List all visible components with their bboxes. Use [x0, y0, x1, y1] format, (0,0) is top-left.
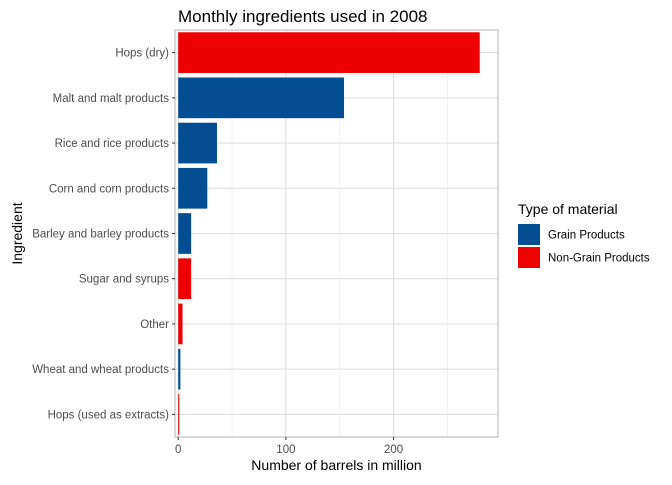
bar [178, 122, 217, 164]
legend-swatch-grain [518, 224, 540, 245]
y-tick-labels: Hops (dry) Malt and malt products Rice and… [32, 48, 175, 421]
x-tick-label: 100 [276, 444, 295, 456]
bar [178, 213, 192, 254]
bar [178, 32, 480, 73]
y-tick-label: Wheat and wheat products [32, 364, 169, 376]
bar [178, 77, 345, 119]
chart-title: Monthly ingredients used in 2008 [178, 7, 428, 26]
bar [178, 258, 192, 300]
y-tick-label: Other [140, 319, 169, 331]
y-axis-title: Ingredient [9, 202, 25, 264]
legend: Type of material Grain Products Non-Grai… [518, 201, 650, 268]
bar [178, 348, 181, 390]
legend-swatch-non-grain [518, 247, 540, 268]
legend-label-grain: Grain Products [548, 230, 625, 242]
y-tick-label: Rice and rice products [55, 138, 170, 150]
bar [178, 394, 180, 435]
y-tick-label: Barley and barley products [32, 229, 169, 241]
x-axis-title: Number of barrels in million [251, 457, 421, 473]
x-tick-labels: 0 100 200 [175, 437, 403, 456]
bar [178, 167, 208, 209]
y-tick-label: Hops (dry) [115, 48, 169, 60]
y-tick-label: Hops (used as extracts) [48, 409, 170, 421]
bars [178, 32, 480, 435]
x-tick-label: 200 [384, 444, 403, 456]
y-tick-label: Malt and malt products [53, 93, 170, 105]
legend-label-non-grain: Non-Grain Products [548, 253, 650, 265]
bar [178, 303, 183, 345]
legend-title: Type of material [518, 201, 618, 217]
y-tick-label: Corn and corn products [49, 183, 169, 195]
y-tick-label: Sugar and syrups [79, 274, 169, 286]
x-tick-label: 0 [175, 444, 181, 456]
